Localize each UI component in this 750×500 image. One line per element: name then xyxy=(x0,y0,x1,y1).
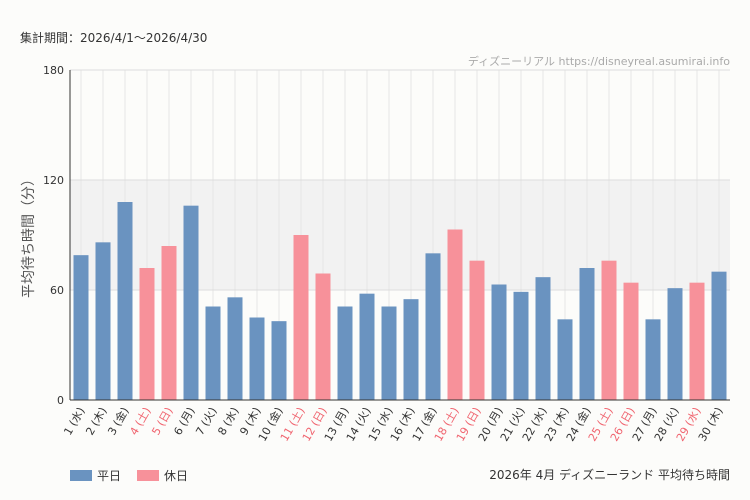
y-tick-label: 0 xyxy=(57,394,64,407)
bar-17 xyxy=(425,253,441,400)
x-tick-label: 2 (木) xyxy=(83,405,109,438)
aggregation-period: 集計期間：2026/4/1〜2026/4/30 xyxy=(20,31,208,45)
bar-27 xyxy=(645,319,661,400)
chart-footer-title: 2026年 4月 ディズニーランド 平均待ち時間 xyxy=(489,468,730,482)
bar-14 xyxy=(359,293,375,400)
legend-swatch-weekday xyxy=(70,470,92,481)
bar-13 xyxy=(337,306,353,400)
x-tick-label: 3 (金) xyxy=(104,405,131,438)
bar-11 xyxy=(293,235,309,400)
y-axis-label: 平均待ち時間（分） xyxy=(21,172,37,298)
bar-10 xyxy=(271,321,287,400)
site-credit: ディズニーリアル https://disneyreal.asumirai.inf… xyxy=(467,55,730,68)
legend-item-holiday[interactable]: 休日 xyxy=(137,467,188,484)
x-tick-label: 5 (日) xyxy=(149,405,175,438)
chart-legend: 平日 休日 xyxy=(70,467,204,484)
bar-18 xyxy=(447,229,463,400)
bar-16 xyxy=(403,299,419,400)
legend-item-weekday[interactable]: 平日 xyxy=(70,467,121,484)
bar-2 xyxy=(95,242,111,400)
y-tick-label: 180 xyxy=(43,64,64,77)
bar-15 xyxy=(381,306,397,400)
bar-22 xyxy=(535,277,551,400)
bar-26 xyxy=(623,282,639,400)
bar-21 xyxy=(513,291,529,400)
bar-28 xyxy=(667,288,683,400)
x-tick-label: 8 (水) xyxy=(215,405,241,438)
bar-9 xyxy=(249,317,265,400)
bar-24 xyxy=(579,268,595,400)
bar-8 xyxy=(227,297,243,400)
x-tick-label: 4 (土) xyxy=(127,405,153,438)
bar-23 xyxy=(557,319,573,400)
bar-3 xyxy=(117,202,133,400)
x-tick-label: 7 (火) xyxy=(193,405,219,438)
legend-swatch-holiday xyxy=(137,470,160,481)
y-tick-label: 120 xyxy=(43,174,64,187)
bar-1 xyxy=(73,255,89,400)
bar-5 xyxy=(161,246,177,400)
bar-20 xyxy=(491,284,507,400)
bar-7 xyxy=(205,306,221,400)
y-tick-label: 60 xyxy=(50,284,64,297)
bar-19 xyxy=(469,260,485,400)
bar-4 xyxy=(139,268,155,400)
legend-label-weekday: 平日 xyxy=(97,469,122,483)
legend-label-holiday: 休日 xyxy=(164,469,189,483)
bar-29 xyxy=(689,282,705,400)
bar-6 xyxy=(183,205,199,400)
bar-30 xyxy=(711,271,727,400)
reference-band xyxy=(70,180,730,290)
bar-12 xyxy=(315,273,331,400)
bar-25 xyxy=(601,260,617,400)
x-tick-label: 6 (月) xyxy=(171,405,197,438)
x-tick-label: 1 (水) xyxy=(61,405,87,438)
